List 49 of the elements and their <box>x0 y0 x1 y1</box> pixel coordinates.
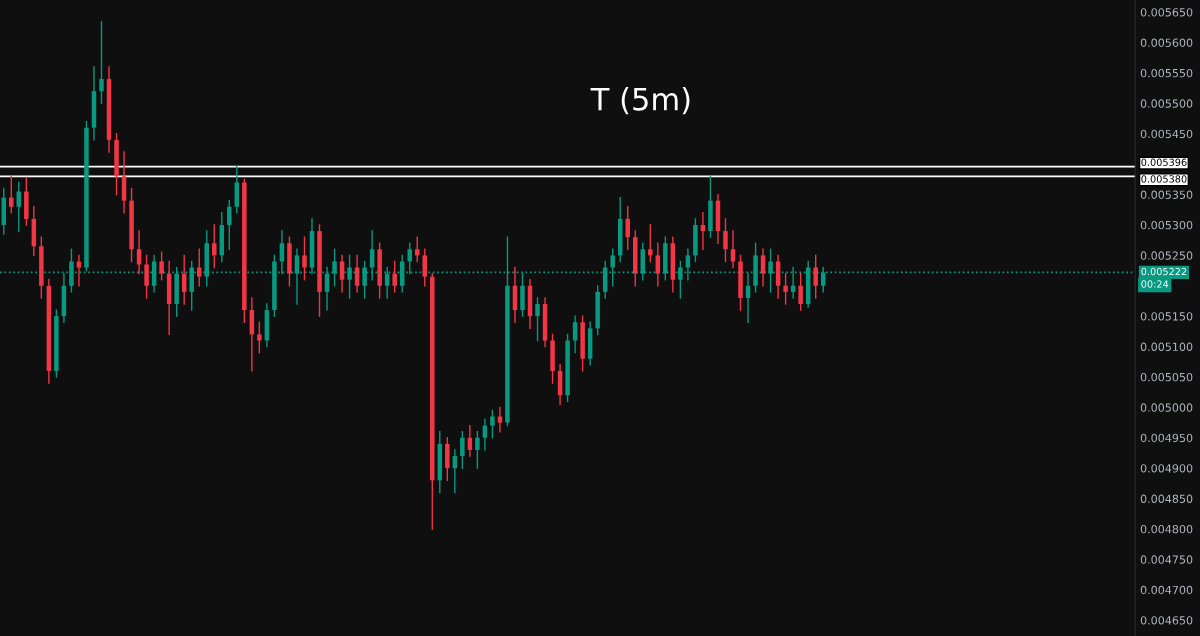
y-tick-label: 0.005350 <box>1140 190 1193 199</box>
y-tick-label: 0.005300 <box>1140 220 1193 230</box>
candlestick <box>257 321 262 354</box>
y-tick-label: 0.005450 <box>1140 129 1193 139</box>
y-tick-label: 0.005050 <box>1140 372 1193 382</box>
candlestick <box>535 297 540 342</box>
candlestick <box>76 254 82 287</box>
y-tick-label: 0.005600 <box>1140 38 1193 47</box>
candlestick <box>144 254 149 299</box>
candlestick <box>490 409 495 439</box>
candlestick <box>392 260 397 293</box>
candlestick <box>813 254 818 299</box>
candlestick <box>783 272 788 305</box>
candlestick <box>648 224 653 263</box>
y-tick-label: 0.004800 <box>1140 524 1193 534</box>
candlestick <box>99 21 104 105</box>
candlestick <box>369 230 375 281</box>
candlestick <box>212 224 217 269</box>
text: T (5m) <box>590 87 690 115</box>
candlestick <box>723 218 728 263</box>
candlestick <box>302 236 307 281</box>
ref-line-label: 0.005222 <box>1141 267 1187 276</box>
candlestick <box>159 251 164 281</box>
y-tick-label: 0.004650 <box>1140 616 1193 625</box>
candlestick <box>798 272 803 311</box>
y-tick-label: 0.004900 <box>1140 464 1193 473</box>
candlestick <box>760 248 766 287</box>
ref-line-label: 0.005396 <box>1141 158 1187 166</box>
y-tick-label: 0.005250 <box>1140 251 1193 260</box>
candlestick <box>625 206 630 250</box>
y-tick-label: 0.004700 <box>1140 585 1193 595</box>
y-tick-label: 0.004750 <box>1140 555 1193 564</box>
y-tick-label: 0.004850 <box>1140 494 1193 503</box>
candlestick <box>9 175 14 214</box>
y-tick-label: 0.005650 <box>1140 8 1193 17</box>
y-tick-label: 0.005550 <box>1140 68 1193 78</box>
candlestick <box>655 242 661 287</box>
candlestick <box>339 254 345 293</box>
y-tick-label: 0.004950 <box>1140 433 1193 443</box>
candlestick <box>460 431 465 469</box>
y-tick-label: 0.005500 <box>1140 99 1193 108</box>
y-tick-label: 0.005100 <box>1140 342 1193 351</box>
y-tick-label: 0.005000 <box>1140 403 1193 412</box>
candlestick <box>422 248 428 287</box>
candlestick <box>475 431 480 469</box>
y-tick-label: 0.005150 <box>1140 312 1193 321</box>
ref-line-label: 0.005380 <box>1141 175 1187 183</box>
text: 00:24 <box>1141 280 1169 288</box>
candlestick <box>227 199 232 250</box>
